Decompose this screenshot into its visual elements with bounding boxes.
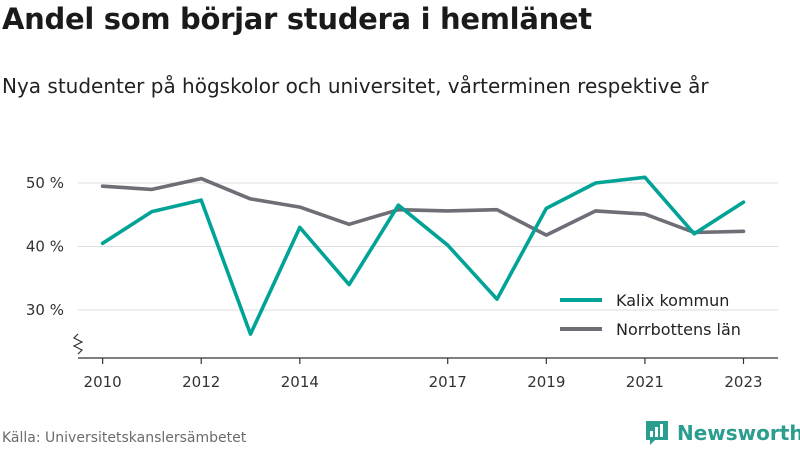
series-lines [100,175,746,336]
legend-label: Kalix kommun [616,291,729,310]
line-chart: 30 % 40 % 50 % 2010 2012 2014 2017 2019 2021 2023… [26,174,778,391]
chart-subtitle: Nya studenter på högskolor och universit… [2,74,709,98]
chart-title: Andel som börjar studera i hemlänet [2,2,592,36]
x-tick-label: 2023 [724,373,762,391]
y-tick-label: 50 % [26,174,64,192]
x-axis [72,333,778,364]
y-tick-label: 40 % [26,238,64,256]
source-note: Källa: Universitetskanslersämbetet [2,430,247,446]
x-tick-label: 2021 [626,373,664,391]
tick-labels: 30 % 40 % 50 % 2010 2012 2014 2017 2019 2021 2023 [26,174,763,391]
legend: Kalix kommun Norrbottens län [560,291,741,339]
grid-lines [78,182,778,311]
x-tick-label: 2014 [281,373,319,391]
x-tick-label: 2017 [429,373,467,391]
legend-label: Norrbottens län [616,320,741,339]
x-tick-label: 2010 [84,373,122,391]
newsworthy-chart-icon [646,421,668,445]
x-tick-label: 2012 [182,373,220,391]
series-line-kalix-kommun [100,175,746,336]
series-line-norrbottens-l-n [100,176,746,237]
y-tick-label: 30 % [26,301,64,319]
x-tick-label: 2019 [527,373,565,391]
brand-logo: Newsworthy [644,419,800,447]
brand-name: Newsworthy [677,421,800,445]
axis-break-icon [72,333,84,355]
